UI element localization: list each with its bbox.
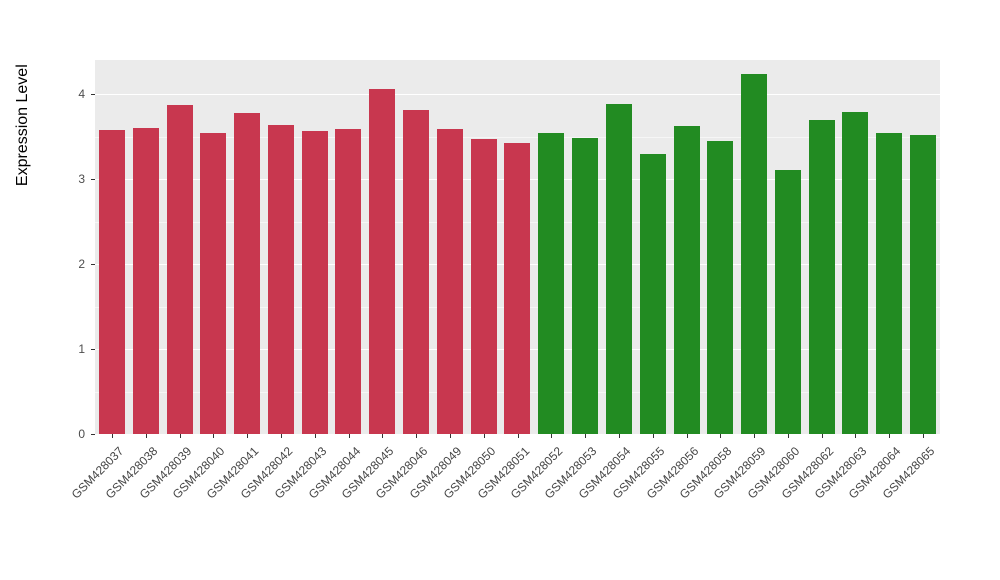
x-tick-mark [585,434,586,438]
x-tick-mark [687,434,688,438]
x-tick-mark [551,434,552,438]
x-tick-mark [855,434,856,438]
minor-gridline [95,136,940,138]
x-tick-mark [315,434,316,438]
bar-GSM428042 [268,125,294,434]
x-tick-mark [112,434,113,438]
bar-GSM428059 [741,74,767,434]
bar-GSM428053 [572,138,598,434]
y-tick-mark [91,349,95,350]
bar-GSM428045 [369,89,395,434]
bar-GSM428040 [200,133,226,434]
x-tick-mark [788,434,789,438]
x-tick-mark [484,434,485,438]
x-tick-mark [450,434,451,438]
y-tick-mark [91,434,95,435]
bar-GSM428062 [809,120,835,434]
y-tick-label: 3 [78,172,85,186]
bar-GSM428038 [133,128,159,434]
x-tick-mark [923,434,924,438]
x-tick-mark [382,434,383,438]
bar-GSM428060 [775,170,801,434]
x-tick-mark [653,434,654,438]
bar-GSM428063 [842,112,868,434]
y-tick-label: 0 [78,427,85,441]
y-tick-label: 2 [78,257,85,271]
x-tick-mark [518,434,519,438]
x-tick-mark [281,434,282,438]
bar-GSM428049 [437,129,463,434]
x-tick-mark [213,434,214,438]
major-gridline [95,94,940,95]
y-tick-label: 4 [78,87,85,101]
x-tick-mark [619,434,620,438]
x-tick-mark [247,434,248,438]
y-axis-title: Expression Level [14,64,31,187]
major-gridline [95,434,940,435]
bar-GSM428065 [910,135,936,434]
y-tick-label: 1 [78,342,85,356]
bar-GSM428058 [707,141,733,434]
x-tick-mark [146,434,147,438]
y-tick-mark [91,94,95,95]
x-tick-mark [720,434,721,438]
bar-GSM428052 [538,133,564,434]
x-tick-mark [889,434,890,438]
x-tick-mark [349,434,350,438]
bar-GSM428064 [876,133,902,434]
bar-GSM428046 [403,110,429,434]
bar-GSM428051 [504,143,530,434]
x-tick-mark [180,434,181,438]
bar-GSM428043 [302,131,328,434]
x-tick-mark [754,434,755,438]
bar-GSM428044 [335,129,361,434]
x-tick-mark [822,434,823,438]
bar-GSM428037 [99,130,125,434]
bar-GSM428039 [167,105,193,434]
bar-GSM428041 [234,113,260,434]
y-tick-mark [91,179,95,180]
x-tick-mark [416,434,417,438]
bar-GSM428056 [674,126,700,434]
y-tick-mark [91,264,95,265]
bar-GSM428050 [471,139,497,434]
bar-GSM428054 [606,104,632,434]
bar-GSM428055 [640,154,666,434]
plot-panel [95,60,940,435]
